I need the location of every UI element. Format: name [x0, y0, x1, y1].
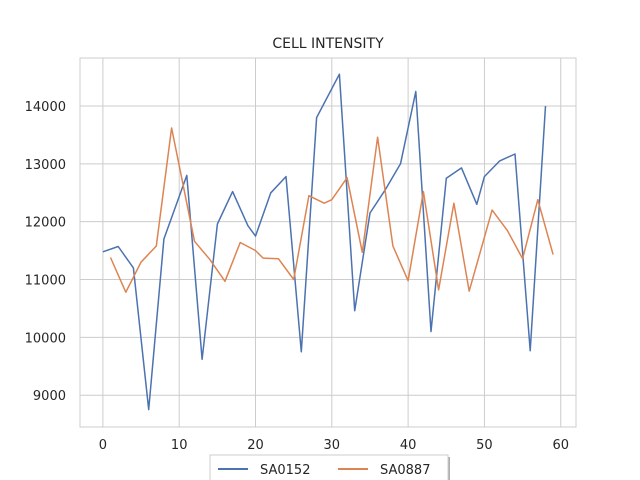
chart-title: CELL INTENSITY: [272, 36, 384, 52]
plot-frame: [79, 57, 577, 428]
series-line-sa0887: [109, 127, 554, 293]
legend-box: [209, 454, 449, 480]
y-tick-label: 14000: [25, 100, 66, 115]
grid: [80, 58, 576, 427]
legend: SA0152 SA0887: [209, 454, 450, 480]
y-tick-label: 13000: [25, 158, 66, 173]
legend-label-sa0887: SA0887: [380, 463, 430, 478]
x-tick-label: 30: [324, 438, 341, 453]
x-tick-label: 60: [552, 438, 569, 453]
x-tick-label: 50: [476, 438, 493, 453]
y-tick-label: 9000: [33, 389, 66, 404]
y-tick-label: 10000: [25, 331, 66, 346]
x-tick-label: 20: [247, 438, 264, 453]
y-axis-ticks: 9000 10000 11000 12000 13000 14000: [25, 100, 66, 404]
legend-label-sa0152: SA0152: [260, 463, 310, 478]
x-axis-ticks: 0 10 20 30 40 50 60: [99, 438, 569, 453]
series-lines: [102, 73, 554, 411]
series-line-sa0152: [102, 73, 547, 411]
x-tick-label: 40: [400, 438, 417, 453]
x-tick-label: 0: [99, 438, 107, 453]
x-tick-label: 10: [171, 438, 188, 453]
y-tick-label: 12000: [25, 216, 66, 231]
y-tick-label: 11000: [25, 274, 66, 289]
